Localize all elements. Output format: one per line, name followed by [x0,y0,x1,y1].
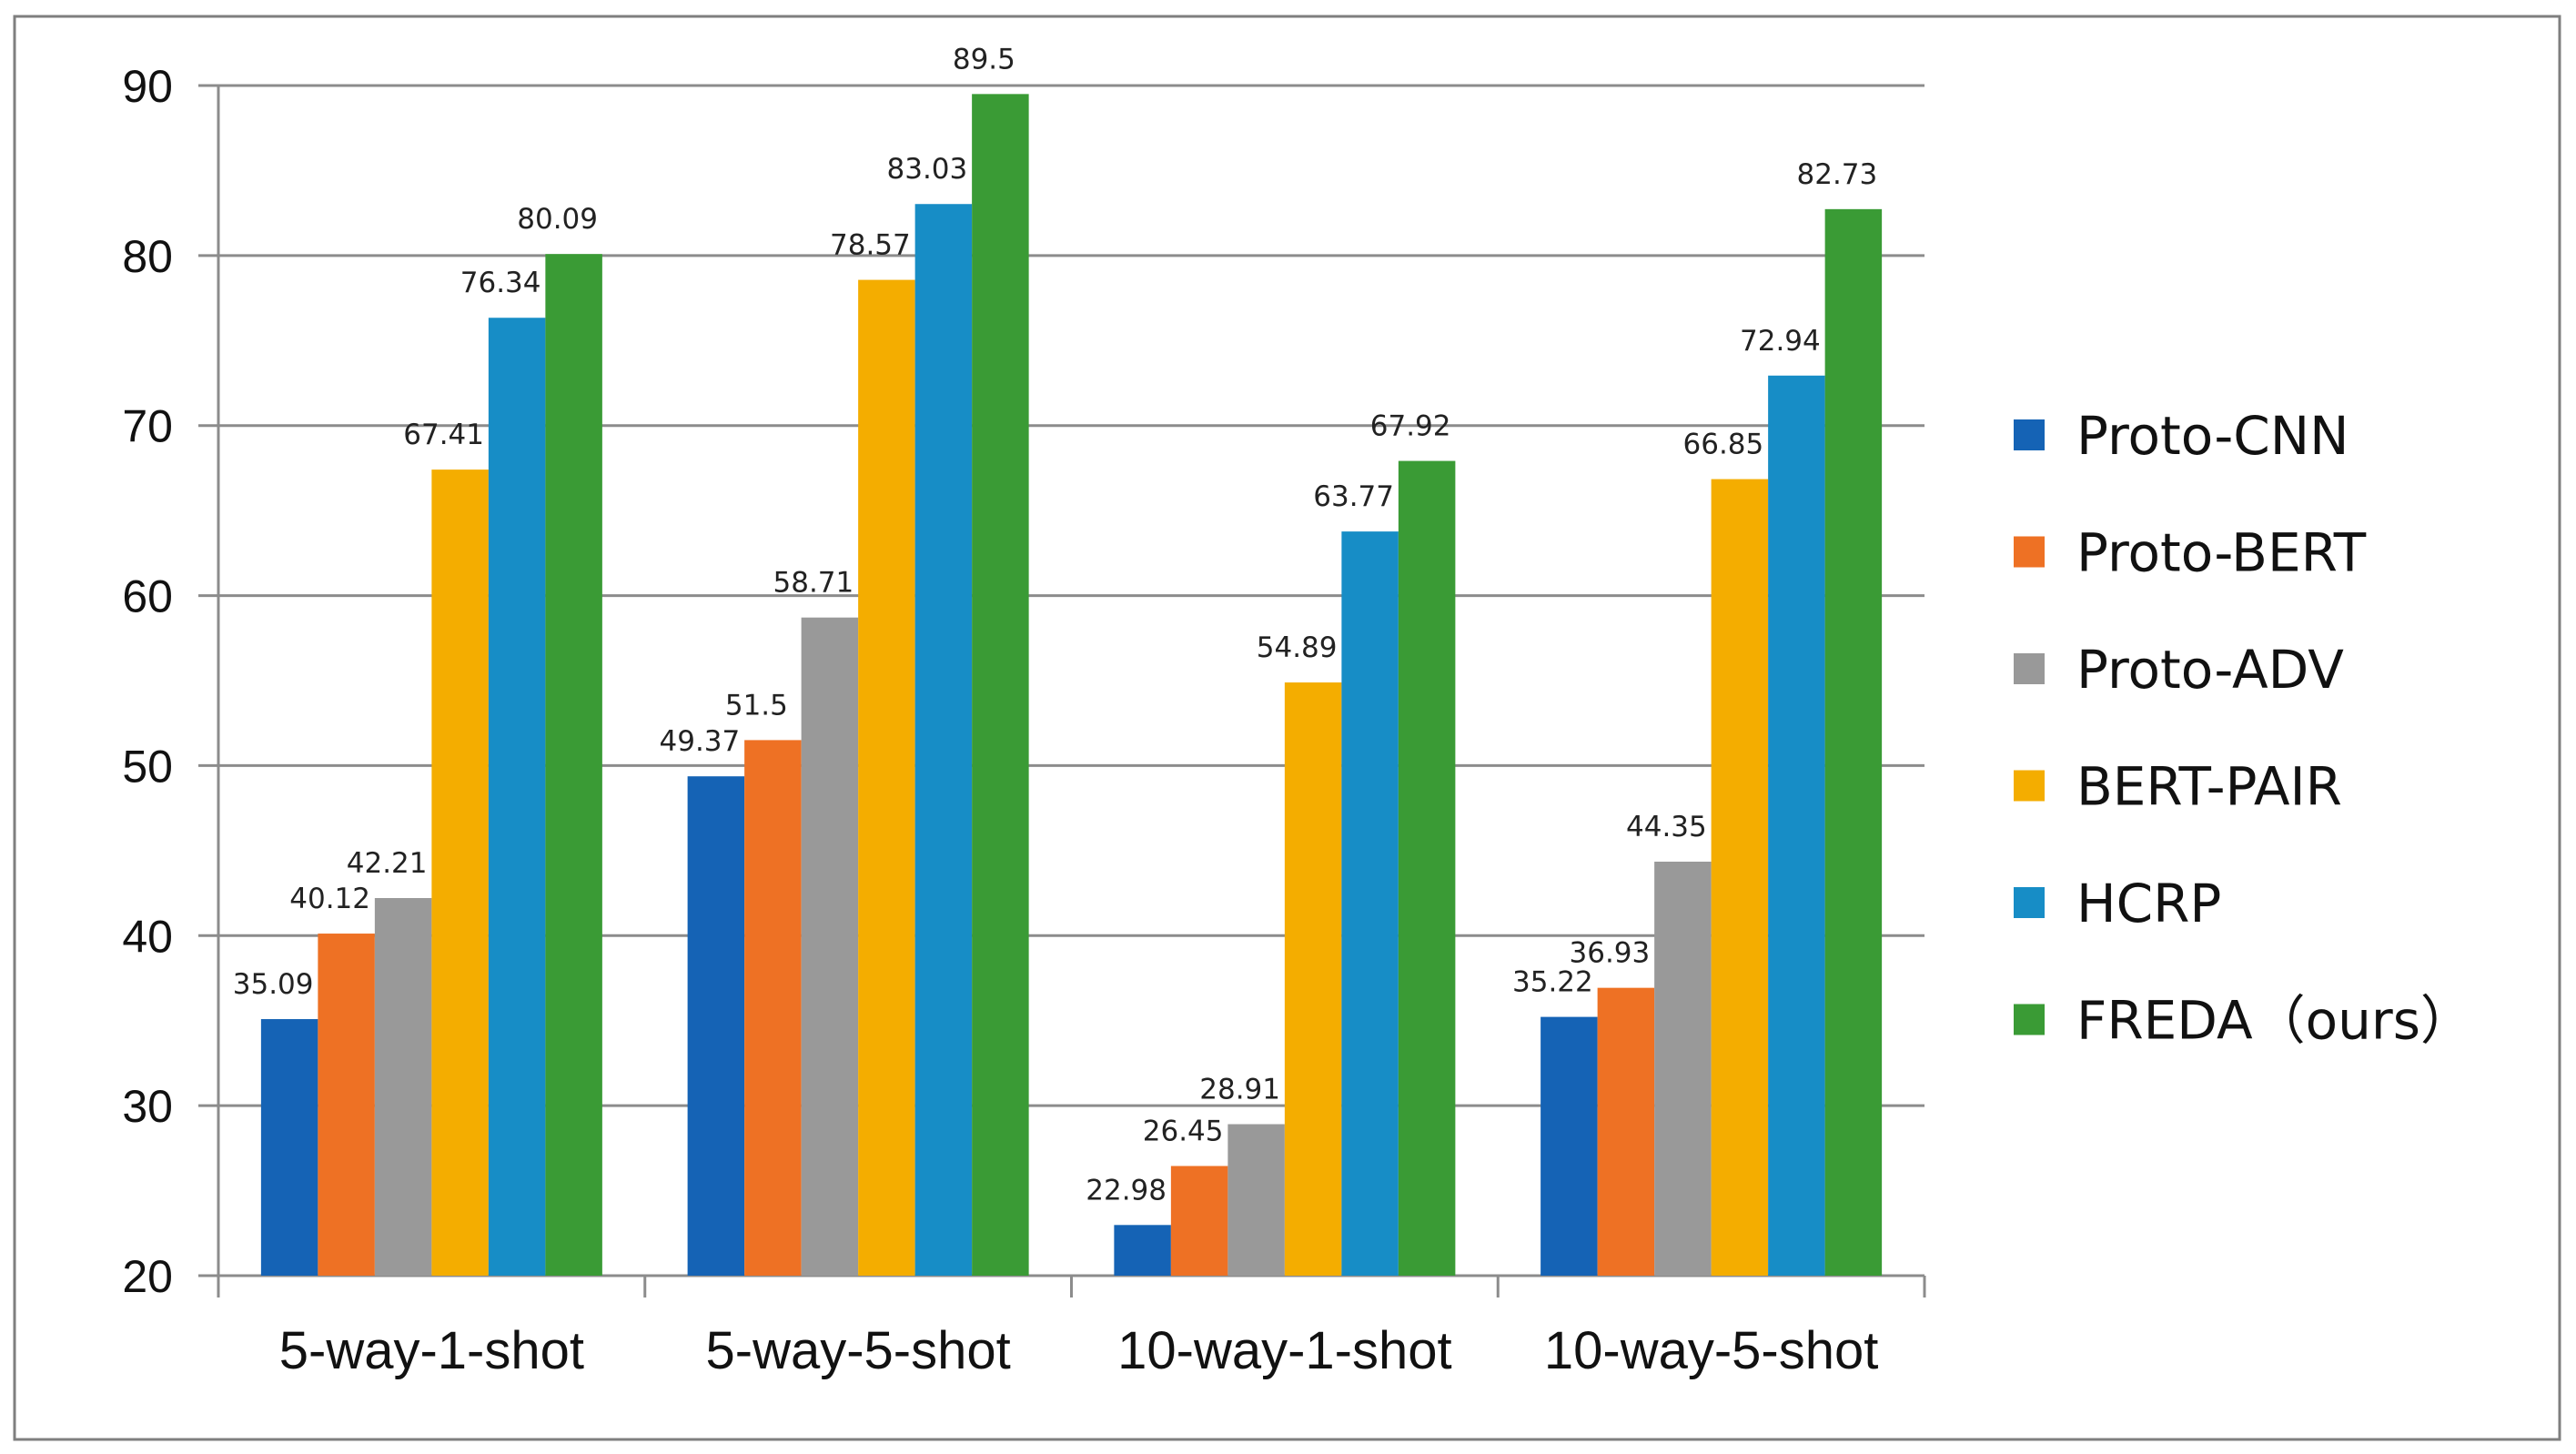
data-label: 66.85 [1683,429,1764,461]
x-category-label: 5-way-1-shot [279,1321,584,1380]
legend-swatch [2014,770,2045,802]
data-label: 22.98 [1086,1174,1167,1207]
y-tick-label: 60 [122,571,173,622]
data-label: 67.41 [403,419,484,451]
legend-label: HCRP [2076,873,2221,934]
data-label: 67.92 [1370,410,1451,443]
data-label: 49.37 [660,725,741,758]
bar [1170,1166,1228,1276]
legend-label: Proto-ADV [2076,639,2344,701]
bar [1824,208,1883,1277]
legend-swatch [2014,1004,2045,1035]
legend-label: Proto-BERT [2076,522,2367,584]
bar [1654,862,1712,1276]
data-label: 42.21 [347,847,428,880]
x-category-label: 10-way-5-shot [1544,1321,1878,1380]
data-label: 82.73 [1797,158,1878,191]
bar [260,1019,318,1276]
bar [1114,1225,1171,1276]
legend: Proto-CNN Proto-BERT Proto-ADV BERT-PAIR HCR… [2014,405,2473,1052]
bar [318,934,375,1276]
bar [431,470,489,1276]
bars [260,94,1883,1277]
data-label: 28.91 [1199,1074,1280,1106]
bar [545,254,602,1276]
y-tick-label: 80 [122,231,173,282]
bar [1227,1124,1285,1276]
bar [744,740,802,1276]
data-label: 26.45 [1143,1115,1224,1147]
data-labels: 35.09 49.37 22.98 35.22 40.12 51.5 26.45 36.93 4… [233,43,1878,1207]
data-label: 78.57 [830,229,911,262]
data-label: 63.77 [1313,480,1394,513]
legend-swatch [2014,887,2045,918]
data-label: 54.89 [1257,631,1338,664]
y-tick-label: 90 [122,61,173,112]
data-label: 44.35 [1626,811,1707,843]
bar [1597,987,1655,1276]
data-label: 72.94 [1740,325,1821,358]
legend-swatch [2014,536,2045,568]
axes: 20 30 40 50 60 70 80 90 5-way-1-shot 5-way-5-shot… [122,61,1926,1380]
data-label: 80.09 [517,203,598,236]
data-label: 83.03 [887,153,968,186]
legend-label: FREDA（ours） [2076,990,2473,1052]
data-label: 89.5 [953,43,1015,76]
data-label: 58.71 [773,567,854,600]
bar [1541,1016,1598,1276]
bar [801,617,859,1276]
bar [1768,375,1825,1276]
data-label: 40.12 [289,883,370,915]
data-label: 35.22 [1512,966,1593,999]
bar [1711,479,1769,1276]
bar [914,204,973,1277]
bar [1284,682,1342,1276]
bar [1341,531,1399,1276]
x-category-label: 10-way-1-shot [1117,1321,1451,1380]
data-label: 51.5 [725,689,788,722]
x-category-label: 5-way-5-shot [706,1321,1011,1380]
y-tick-label: 40 [122,911,173,962]
y-tick-label: 70 [122,401,173,452]
data-label: 76.34 [460,267,541,299]
legend-label: BERT-PAIR [2076,756,2342,818]
bar [858,279,915,1276]
legend-label: Proto-CNN [2076,405,2349,467]
legend-swatch [2014,653,2045,684]
bar [1398,460,1456,1276]
bar [488,318,546,1277]
bar [374,897,432,1276]
data-label: 36.93 [1570,937,1651,970]
bar [972,94,1029,1276]
y-tick-label: 30 [122,1081,173,1132]
y-tick-label: 20 [122,1251,173,1302]
legend-swatch [2014,419,2045,450]
y-tick-label: 50 [122,741,173,792]
data-label: 35.09 [233,968,314,1001]
bar [687,776,745,1276]
